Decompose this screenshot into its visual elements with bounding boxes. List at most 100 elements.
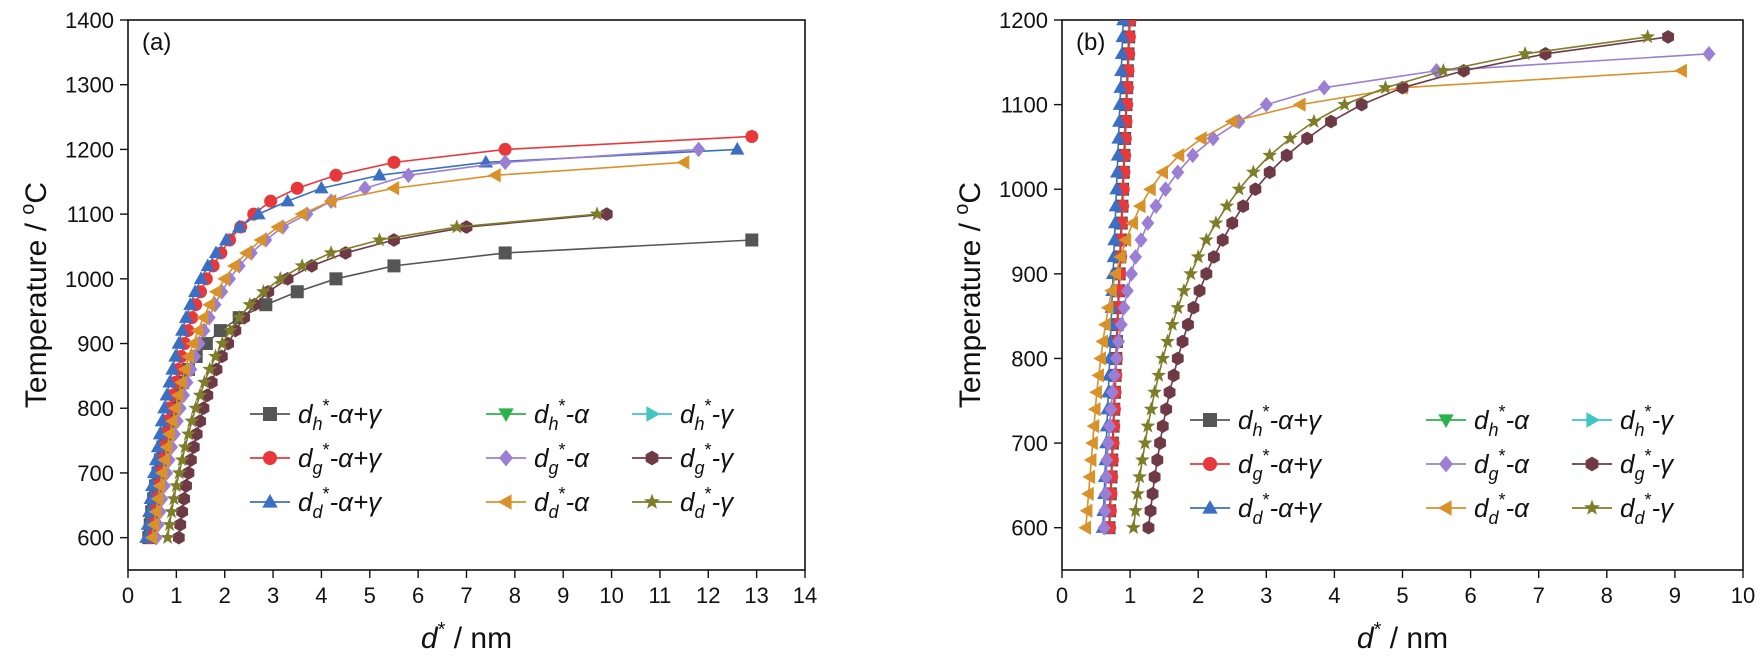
y-tick-label: 800 [77, 396, 114, 421]
data-point [401, 167, 415, 184]
series-line [1085, 69, 1682, 528]
legend-marker [644, 493, 660, 509]
legend-label: dd*-α [1474, 490, 1530, 528]
data-point [1128, 502, 1143, 518]
data-point [162, 516, 178, 532]
legend-marker [1437, 500, 1452, 516]
data-point [181, 426, 196, 441]
data-point [1674, 63, 1687, 78]
data-point [192, 387, 208, 402]
data-point [1132, 469, 1148, 484]
data-point [190, 323, 204, 338]
legend-item: dd*-α+γ [1190, 490, 1323, 528]
legend: dh*-α+γ dh*-α dh*-γ dg*-α+γ dg*-α dg*-γ dd*-α+… [1190, 402, 1675, 528]
legend-item: dg*-α+γ [1190, 446, 1323, 484]
data-point [1132, 199, 1146, 214]
data-point [1099, 469, 1113, 485]
data-point [329, 168, 343, 182]
data-point [372, 232, 387, 247]
data-point [174, 452, 190, 467]
data-point [242, 296, 258, 312]
data-point [1130, 486, 1146, 501]
x-tick-label: 9 [1669, 583, 1681, 608]
data-point [1113, 80, 1128, 93]
data-point [1117, 299, 1131, 316]
data-point [1155, 165, 1168, 180]
x-tick-label: 1 [1124, 583, 1136, 608]
x-tick-label: 14 [793, 583, 817, 608]
legend-label: dd*-γ [1620, 490, 1675, 528]
x-tick-label: 0 [122, 583, 134, 608]
data-point [1337, 96, 1353, 111]
data-point [1095, 334, 1109, 349]
data-point [1159, 181, 1173, 198]
data-point [251, 206, 266, 220]
legend-marker [646, 406, 661, 422]
data-point [210, 362, 223, 377]
legend-marker [1584, 499, 1600, 515]
data-point [1262, 147, 1278, 162]
data-point [1193, 283, 1206, 298]
data-point [1176, 282, 1192, 298]
data-point [1237, 199, 1250, 213]
data-point [280, 193, 295, 207]
chart-panel-a: 0 1 2 3 4 5 6 7 8 9 10 11 12 13 1460070080090010001100… [17, 8, 817, 655]
data-point [1171, 351, 1184, 366]
data-point [150, 491, 164, 506]
x-tick-label: 3 [267, 583, 279, 608]
legend-label: dd*-α+γ [298, 484, 383, 522]
data-point [209, 284, 222, 299]
data-point [323, 245, 339, 260]
data-point [177, 362, 191, 377]
data-point [162, 374, 177, 388]
data-point [181, 349, 195, 364]
data-point [1378, 79, 1393, 95]
data-point [589, 206, 605, 221]
data-point [1186, 147, 1200, 164]
legend-label: dg*-α [1474, 446, 1530, 484]
x-tick-label: 3 [1260, 583, 1272, 608]
data-point [1702, 46, 1716, 62]
data-point [1280, 148, 1293, 163]
series-group [1078, 20, 1716, 536]
data-point [1134, 452, 1150, 467]
data-point [1219, 198, 1235, 213]
data-point [1082, 469, 1096, 485]
data-point [1263, 165, 1276, 180]
legend-item: dd*-α+γ [250, 484, 383, 522]
data-point [1224, 114, 1238, 129]
legend-marker [1203, 413, 1217, 427]
y-tick-label: 1200 [65, 137, 114, 162]
data-point [217, 271, 230, 286]
y-tick-label: 700 [77, 461, 114, 486]
data-point [168, 348, 183, 362]
panel-label: (a) [142, 29, 171, 56]
data-point [1306, 113, 1322, 128]
legend-item: dd*-γ [632, 484, 735, 522]
data-point [202, 361, 218, 376]
legend-marker [499, 449, 513, 467]
data-point [1126, 519, 1141, 535]
data-point [1108, 266, 1121, 281]
legend-item: dg*-γ [632, 440, 735, 478]
data-point [170, 388, 184, 403]
data-point [239, 245, 252, 261]
data-point [1143, 401, 1159, 416]
data-point [1111, 130, 1126, 144]
data-point [165, 361, 180, 375]
data-point [1098, 317, 1111, 332]
legend: dh*-α+γ dh*-α dh*-γ dg*-α+γ dg*-α dg*-γ dd*-α+… [250, 396, 735, 522]
legend-label: dh*-α [1474, 402, 1530, 440]
data-point [159, 439, 173, 455]
data-point [1151, 367, 1167, 382]
data-point [157, 452, 170, 468]
data-point [1156, 419, 1169, 433]
data-point [1259, 96, 1273, 113]
data-point [1108, 198, 1123, 212]
data-point [1087, 402, 1101, 417]
data-point [600, 207, 613, 221]
legend-label: dg*-α+γ [298, 440, 383, 478]
data-point [172, 530, 185, 545]
legend-item: dd*-α [486, 484, 590, 522]
